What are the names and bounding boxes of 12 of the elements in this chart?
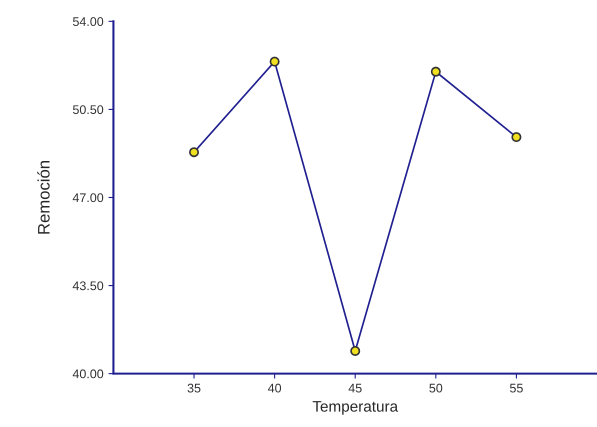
x-axis-title: Temperatura xyxy=(312,401,398,415)
y-tick-label: 54.00 xyxy=(72,17,104,26)
y-tick-label: 43.50 xyxy=(72,281,104,290)
x-tick-label: 45 xyxy=(348,384,362,393)
x-tick-label: 50 xyxy=(429,384,442,393)
y-tick-label: 40.00 xyxy=(72,369,104,378)
y-tick-label: 47.00 xyxy=(72,193,104,202)
x-tick-label: 35 xyxy=(188,384,200,393)
y-tick-label: 50.50 xyxy=(72,105,104,114)
x-tick-label: 55 xyxy=(510,384,523,393)
x-tick-label: 40 xyxy=(268,384,282,393)
y-axis-title: Remoción xyxy=(37,161,50,234)
